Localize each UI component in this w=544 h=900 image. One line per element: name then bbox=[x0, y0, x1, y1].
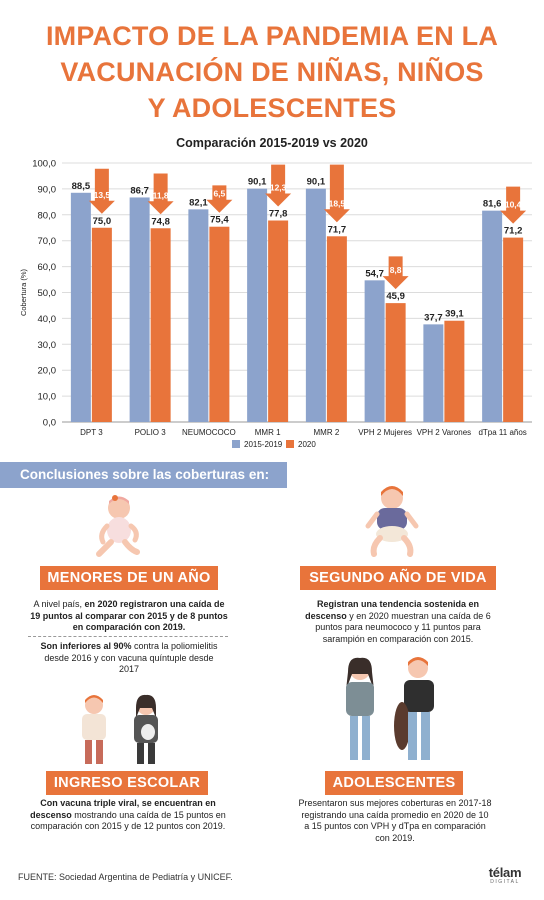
conclusions-banner: Conclusiones sobre las coberturas en: bbox=[0, 462, 287, 488]
baby-illustration bbox=[96, 495, 140, 557]
drop-label: 8,8 bbox=[390, 265, 402, 275]
bar-2015-2019 bbox=[305, 188, 326, 422]
data-label-2020: 71,2 bbox=[504, 226, 523, 237]
label-menores-de-un-ano: MENORES DE UN AÑO bbox=[40, 566, 218, 590]
x-tick-label: VPH 2 Mujeres bbox=[358, 428, 412, 437]
bar-2015-2019 bbox=[247, 188, 268, 422]
bar-2020 bbox=[209, 226, 230, 422]
source-note: FUENTE: Sociedad Argentina de Pediatría … bbox=[18, 872, 233, 882]
bar-2020 bbox=[326, 236, 347, 422]
drop-arrow bbox=[500, 186, 527, 224]
bar-2020 bbox=[385, 303, 406, 422]
drop-arrow bbox=[323, 164, 350, 223]
bar-2020 bbox=[91, 227, 112, 422]
bar-chart: 0,0 10,0 20,0 30,0 40,0 50,0 60,0 70,0 80,0 90,0 1… bbox=[19, 159, 532, 449]
bar-2020 bbox=[503, 237, 524, 422]
data-label-2020: 75,4 bbox=[210, 215, 229, 226]
drop-arrow bbox=[88, 168, 115, 214]
data-label-2020: 75,0 bbox=[93, 216, 112, 227]
drop-label: 12,3 bbox=[270, 182, 287, 192]
data-label-2020: 77,8 bbox=[269, 208, 288, 219]
label-segundo-ano-de-vida: SEGUNDO AÑO DE VIDA bbox=[300, 566, 496, 590]
bar-2015-2019 bbox=[482, 210, 503, 422]
drop-label: 13,5 bbox=[94, 190, 111, 200]
drop-label: 11,8 bbox=[153, 190, 169, 200]
adolescentes-paragraph: Presentaron sus mejores coberturas en 20… bbox=[298, 798, 492, 843]
data-label-2020: 74,8 bbox=[151, 216, 170, 227]
bar-2015-2019 bbox=[188, 209, 209, 422]
bar-2015-2019 bbox=[423, 324, 444, 422]
y-tick-label: 100,0 bbox=[32, 159, 56, 170]
drop-label: 10,4 bbox=[505, 200, 522, 210]
logo-name: télam bbox=[488, 865, 522, 880]
y-tick-label: 10,0 bbox=[38, 392, 57, 403]
y-tick-label: 0,0 bbox=[43, 418, 56, 429]
title-line-3: Y ADOLESCENTES bbox=[147, 93, 397, 123]
y-tick-label: 90,0 bbox=[38, 184, 57, 195]
data-label-2020: 45,9 bbox=[386, 291, 405, 302]
infographic-title: IMPACTO DE LA PANDEMIA EN LA VACUNACIÓN … bbox=[0, 18, 544, 126]
y-axis-label: Cobertura (%) bbox=[19, 268, 28, 316]
chart-title: Comparación 2015-2019 vs 2020 bbox=[176, 136, 368, 150]
escolar-paragraph: Con vacuna triple viral, se encuentran e… bbox=[30, 798, 226, 831]
adolescents-illustration bbox=[346, 657, 434, 760]
data-label-2015-2019: 82,1 bbox=[189, 197, 208, 208]
drop-label: 18,5 bbox=[329, 198, 346, 208]
data-label-2020: 39,1 bbox=[445, 309, 464, 320]
y-tick-label: 20,0 bbox=[38, 366, 57, 377]
x-tick-label: dTpa 11 años bbox=[478, 428, 526, 437]
y-tick-label: 50,0 bbox=[38, 288, 57, 299]
data-label-2015-2019: 90,1 bbox=[307, 177, 326, 188]
segundo-paragraph: Registran una tendencia sostenida en des… bbox=[305, 599, 491, 644]
y-tick-label: 30,0 bbox=[38, 340, 57, 351]
data-label-2015-2019: 37,7 bbox=[424, 312, 443, 323]
data-label-2015-2019: 54,7 bbox=[365, 268, 384, 279]
logo-sub: DIGITAL bbox=[490, 879, 520, 885]
data-label-2015-2019: 81,6 bbox=[483, 199, 502, 210]
y-tick-label: 60,0 bbox=[38, 262, 57, 273]
bar-2020 bbox=[444, 320, 465, 422]
y-tick-label: 40,0 bbox=[38, 314, 57, 325]
x-tick-label: MMR 1 bbox=[255, 428, 281, 437]
legend-swatch bbox=[286, 440, 294, 448]
title-line-2: VACUNACIÓN DE NIÑAS, NIÑOS bbox=[60, 57, 484, 87]
x-tick-label: NEUMOCOCO bbox=[182, 428, 236, 437]
data-label-2015-2019: 86,7 bbox=[130, 185, 149, 196]
drop-arrow bbox=[382, 256, 409, 290]
title-line-1: IMPACTO DE LA PANDEMIA EN LA bbox=[45, 21, 499, 51]
drop-arrow bbox=[147, 173, 174, 215]
legend-label: 2020 bbox=[298, 440, 316, 449]
label-adolescentes: ADOLESCENTES bbox=[325, 771, 463, 795]
toddler-illustration bbox=[365, 486, 419, 557]
data-label-2020: 71,7 bbox=[328, 224, 347, 235]
drop-label: 6,5 bbox=[213, 189, 225, 199]
drop-arrow bbox=[206, 185, 233, 213]
menores-divider bbox=[28, 636, 228, 637]
data-label-2015-2019: 88,5 bbox=[72, 181, 91, 192]
legend-label: 2015-2019 bbox=[244, 440, 283, 449]
telam-logo: télam DIGITAL bbox=[480, 866, 530, 885]
drop-arrow bbox=[265, 164, 292, 207]
bar-2015-2019 bbox=[129, 197, 150, 422]
y-tick-label: 70,0 bbox=[38, 236, 57, 247]
menores-paragraph-2: Son inferiores al 90% contra la poliomie… bbox=[40, 641, 218, 674]
label-ingreso-escolar: INGRESO ESCOLAR bbox=[46, 771, 208, 795]
menores-paragraph-1: A nivel país, en 2020 registraron una ca… bbox=[30, 599, 228, 632]
x-tick-label: VPH 2 Varones bbox=[417, 428, 472, 437]
bar-2015-2019 bbox=[364, 280, 385, 422]
x-tick-label: MMR 2 bbox=[313, 428, 339, 437]
y-tick-label: 80,0 bbox=[38, 210, 57, 221]
data-label-2015-2019: 90,1 bbox=[248, 177, 267, 188]
bar-2020 bbox=[150, 228, 171, 422]
x-tick-label: POLIO 3 bbox=[135, 428, 167, 437]
school-kids-illustration bbox=[82, 694, 158, 764]
legend-swatch bbox=[232, 440, 240, 448]
bar-2020 bbox=[268, 220, 289, 422]
x-tick-label: DPT 3 bbox=[80, 428, 103, 437]
bar-2015-2019 bbox=[70, 192, 91, 422]
